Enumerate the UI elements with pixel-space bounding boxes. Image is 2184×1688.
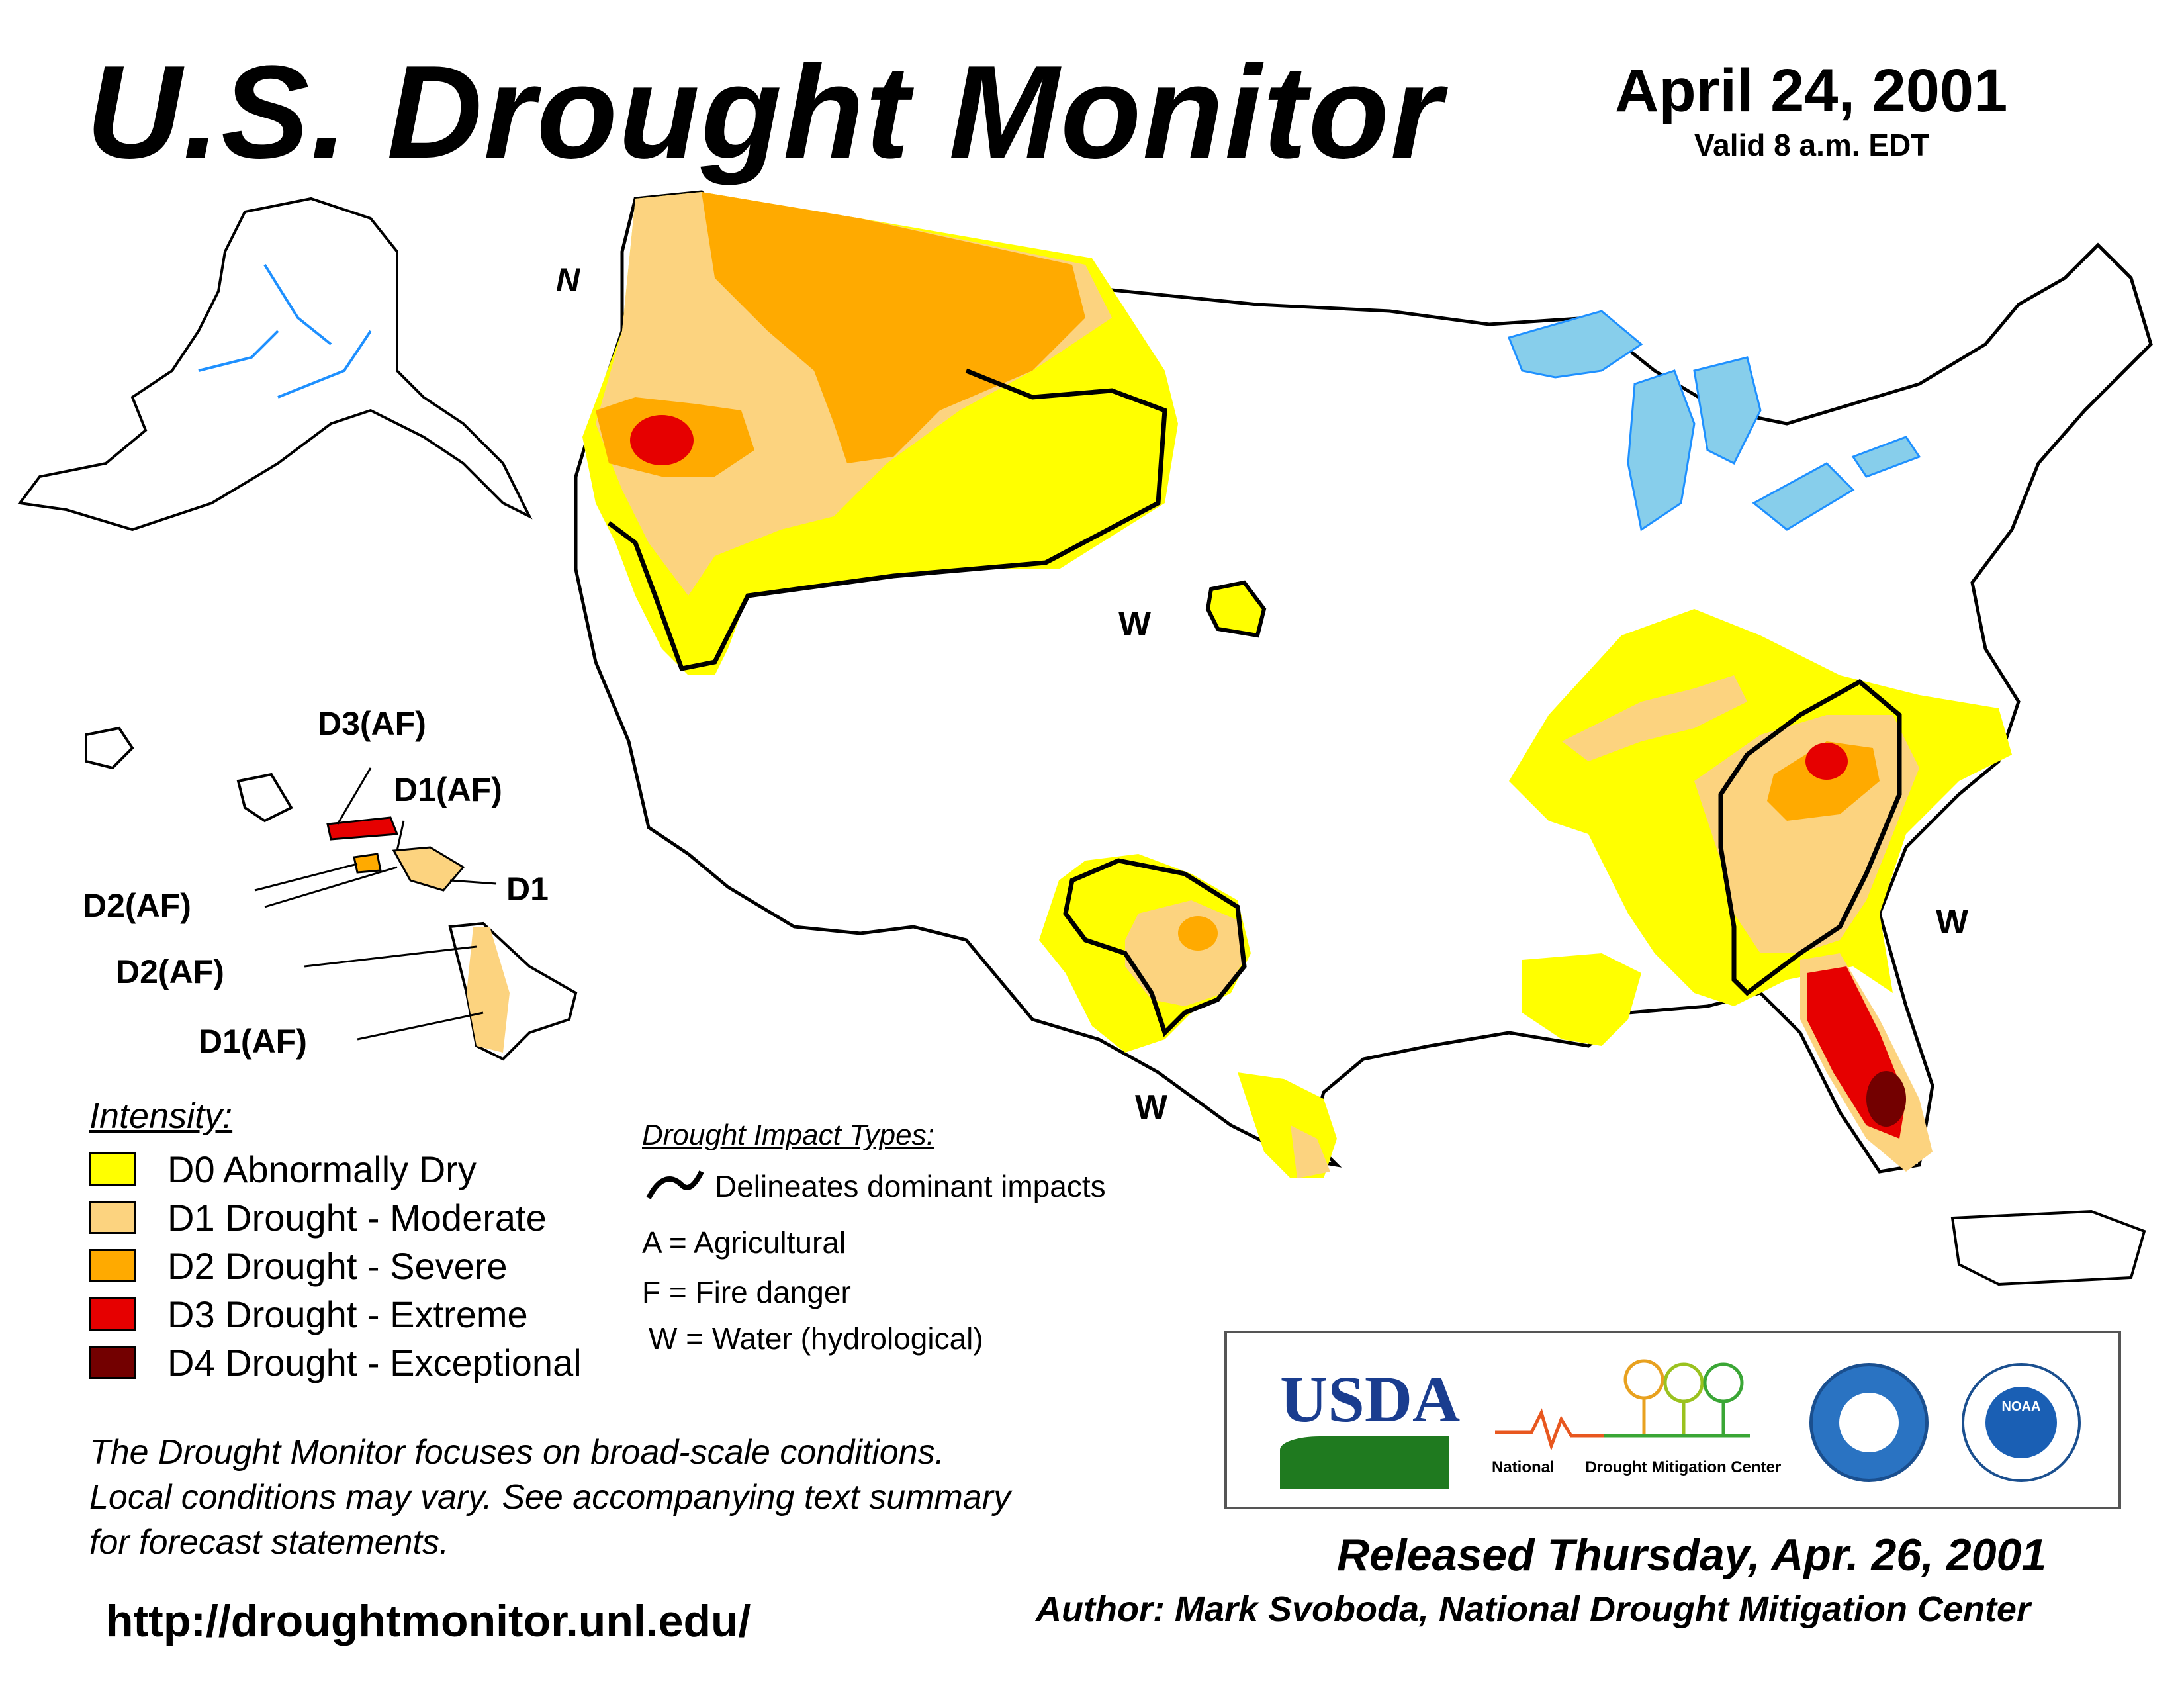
- commerce-seal-eagle-icon: [1839, 1393, 1899, 1452]
- author-credit: Author: Mark Svoboda, National Drought M…: [1036, 1589, 2030, 1629]
- usda-logo-field-icon: [1280, 1436, 1449, 1489]
- legend-item-d4: D4 Drought - Exceptional: [89, 1342, 582, 1383]
- ndmc-logo: National Drought Mitigation Center: [1492, 1353, 1781, 1492]
- impact-delineates: Delineates dominant impacts: [715, 1169, 1106, 1203]
- valid-time: Valid 8 a.m. EDT: [1694, 128, 1930, 162]
- note-line-2: Local conditions may vary. See accompany…: [89, 1478, 1011, 1517]
- legend-label-d1: D1 Drought - Moderate: [167, 1196, 547, 1239]
- impact-type-a: A = Agricultural: [642, 1225, 846, 1260]
- legend-item-d3: D3 Drought - Extreme: [89, 1293, 528, 1335]
- legend-item-d2: D2 Drought - Severe: [89, 1244, 508, 1287]
- note-line-3: for forecast statements.: [89, 1523, 449, 1562]
- hawaii-label-d1af-maui: D1(AF): [394, 771, 502, 808]
- noaa-seal-inner: NOAA: [1985, 1387, 2057, 1458]
- released-date: Released Thursday, Apr. 26, 2001: [1337, 1530, 2047, 1580]
- hawaii-maui: [392, 846, 465, 892]
- map-title: U.S. Drought Monitor: [86, 38, 1443, 186]
- hawaii-kauai: [85, 726, 134, 770]
- great-lakes: [1507, 310, 1921, 532]
- hawaii-label-d2af-big: D2(AF): [116, 953, 224, 990]
- legend-swatch-d2: [89, 1249, 136, 1282]
- north-label: N: [556, 261, 580, 299]
- legend-label-d3: D3 Drought - Extreme: [167, 1293, 528, 1335]
- d0-louisiana: [1522, 953, 1641, 1046]
- d3-oregon: [630, 415, 694, 465]
- ndmc-logo-text: National Drought Mitigation Center: [1492, 1458, 1781, 1477]
- impact-line-sample: [646, 1170, 704, 1199]
- commerce-seal: [1809, 1363, 1929, 1482]
- ndmc-national-text: National: [1492, 1458, 1555, 1476]
- ndmc-center-text: Drought Mitigation Center: [1585, 1458, 1782, 1476]
- legend-heading: Intensity:: [89, 1096, 233, 1136]
- d0-nebraska: [1205, 580, 1267, 638]
- disclaimer-note: The Drought Monitor focuses on broad-sca…: [89, 1430, 1214, 1565]
- d4-florida: [1866, 1071, 1906, 1127]
- hawaii-oahu: [236, 773, 293, 823]
- puerto-rico-outline: [1950, 1209, 2146, 1286]
- hawaii-label-d3af: D3(AF): [318, 705, 426, 742]
- legend-item-d0: D0 Abnormally Dry: [89, 1149, 477, 1190]
- hawaii-label-d2af-lanai: D2(AF): [83, 887, 191, 924]
- legend-swatch-d1: [89, 1201, 136, 1234]
- hawaii-label-d1: D1: [506, 870, 549, 908]
- sponsor-logos: USDA National Drought Mitigation Center …: [1224, 1331, 2121, 1509]
- noaa-seal: NOAA: [1962, 1363, 2081, 1482]
- hawaii-lanai: [353, 853, 382, 874]
- d2-southeast: [1767, 741, 1880, 821]
- legend-swatch-d0: [89, 1152, 136, 1186]
- hawaii-label-d1af-big: D1(AF): [199, 1023, 307, 1060]
- impact-type-w: W = Water (hydrological): [649, 1321, 983, 1356]
- impact-heading: Drought Impact Types:: [642, 1119, 934, 1151]
- hawaii-molokai: [326, 816, 399, 841]
- usda-logo: USDA: [1280, 1366, 1460, 1489]
- impact-type-f: F = Fire danger: [642, 1275, 851, 1309]
- legend-label-d4: D4 Drought - Exceptional: [167, 1341, 582, 1383]
- legend-label-d0: D0 Abnormally Dry: [167, 1148, 477, 1190]
- alaska-outline: [17, 197, 533, 532]
- legend-item-d1: D1 Drought - Moderate: [89, 1196, 547, 1239]
- usda-logo-text: USDA: [1280, 1362, 1461, 1436]
- legend-swatch-d4: [89, 1346, 136, 1379]
- ndmc-trees-icon: [1495, 1359, 1750, 1451]
- impact-label-west: W: [1118, 605, 1152, 643]
- impact-label-southeast: W: [1936, 903, 1969, 941]
- legend-swatch-d3: [89, 1297, 136, 1331]
- note-line-1: The Drought Monitor focuses on broad-sca…: [89, 1433, 945, 1472]
- website-url[interactable]: http://droughtmonitor.unl.edu/: [106, 1596, 751, 1646]
- d2-texas: [1178, 916, 1218, 951]
- d2-northwest: [702, 192, 1085, 463]
- impact-label-texas: W: [1135, 1088, 1168, 1127]
- legend-label-d2: D2 Drought - Severe: [167, 1244, 508, 1287]
- d3-carolina: [1805, 743, 1848, 780]
- map-date: April 24, 2001: [1615, 57, 2008, 124]
